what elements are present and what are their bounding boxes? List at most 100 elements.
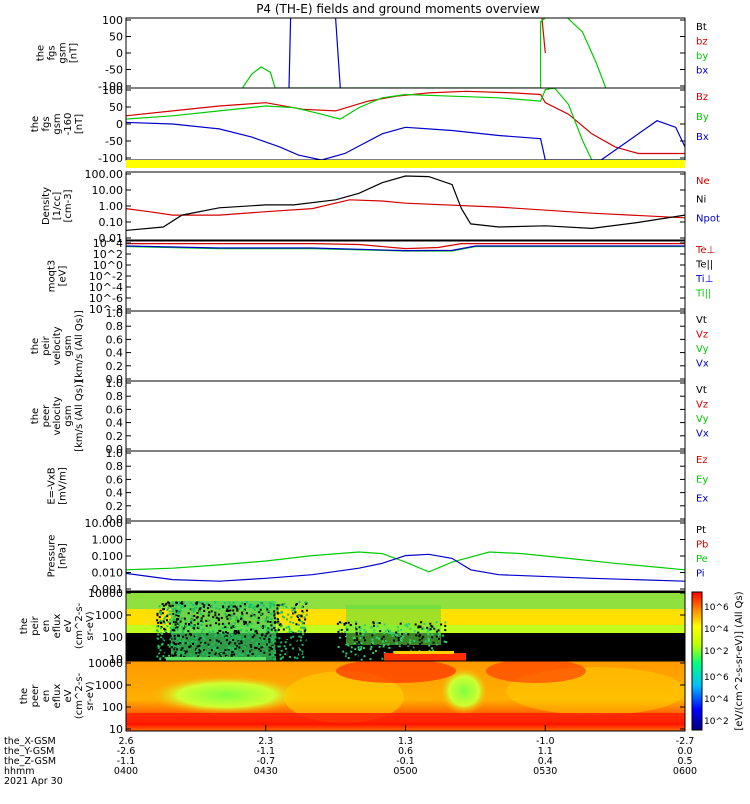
- spectrogram-speckle: [157, 635, 160, 638]
- spectrogram-speckle: [194, 641, 197, 644]
- y-tick-label: 0: [116, 47, 123, 60]
- spectrogram-speckle: [292, 612, 295, 615]
- spectrogram-speckle: [248, 650, 251, 653]
- spectrogram-speckle: [297, 647, 300, 650]
- spectrogram-speckle: [243, 623, 246, 626]
- legend-Ez: Ez: [696, 455, 708, 466]
- spectrogram-speckle: [241, 653, 244, 656]
- panel-frame: [125, 380, 686, 452]
- spectrogram-speckle: [269, 602, 272, 605]
- y-axis-label: [eV]: [58, 266, 69, 287]
- spectrogram-speckle: [383, 651, 386, 654]
- spectrogram-speckle: [208, 611, 211, 614]
- spectrogram-speckle: [357, 648, 360, 651]
- spectrogram-speckle: [165, 632, 168, 635]
- spectrogram-speckle: [221, 622, 224, 625]
- panel-fgs-sm: 100 50 0 -50 -100 the fgs gsm -160 [nT] Bz By Bx: [30, 84, 709, 165]
- spectrogram-speckle: [166, 608, 169, 611]
- spectrogram-speckle: [432, 649, 435, 652]
- spectrogram-speckle: [163, 622, 166, 625]
- x-tick-label: -0.1: [396, 756, 415, 767]
- spectrogram-speckle: [360, 650, 363, 653]
- spectrogram-speckle: [290, 636, 293, 639]
- spectrogram-speckle: [395, 642, 398, 645]
- spectrogram-speckle: [440, 623, 443, 626]
- spectrogram-speckle: [233, 653, 236, 656]
- spectrogram-speckle: [227, 642, 230, 645]
- series-Ne: [126, 199, 685, 219]
- y-tick-label: 1.000: [92, 534, 124, 547]
- spectrogram-speckle: [258, 648, 261, 651]
- spectrogram-speckle: [407, 633, 410, 636]
- spectrogram-speckle: [274, 632, 277, 635]
- spectrogram-speckle: [203, 604, 206, 607]
- spectrogram-speckle: [270, 618, 273, 621]
- spectrogram-blob: [439, 667, 489, 715]
- spectrogram-speckle: [200, 619, 203, 622]
- spectrogram-speckle: [266, 629, 269, 632]
- spectrogram-speckle: [445, 642, 448, 645]
- spectrogram-speckle: [353, 639, 356, 642]
- spectrogram-speckle: [212, 647, 215, 650]
- spectrogram-speckle: [293, 606, 296, 609]
- spectrogram-speckle: [296, 643, 299, 646]
- spectrogram-speckle: [231, 650, 234, 653]
- spectrogram-speckle: [175, 612, 178, 615]
- spectrogram-speckle: [302, 640, 305, 643]
- series-Ni: [126, 175, 685, 231]
- spectrogram-speckle: [167, 620, 170, 623]
- spectrogram-speckle: [340, 621, 343, 624]
- y-tick-label: 0.010: [92, 567, 124, 580]
- spectrogram-speckle: [304, 601, 307, 604]
- spectrogram-speckle: [273, 617, 276, 620]
- spectrogram-speckle: [296, 657, 299, 660]
- spectrogram-speckle: [172, 618, 175, 621]
- spectrogram-speckle: [346, 628, 349, 631]
- spectrogram-speckle: [352, 636, 355, 639]
- spectrogram-speckle: [382, 635, 385, 638]
- spectrogram-speckle: [303, 630, 306, 633]
- spectrogram-speckle: [199, 601, 202, 604]
- spectrogram-speckle: [276, 607, 279, 610]
- spectrogram-speckle: [279, 653, 282, 656]
- y-axis-label: velocity: [52, 326, 63, 365]
- spectrogram-speckle: [383, 632, 386, 635]
- spectrogram-speckle: [189, 633, 192, 636]
- spectrogram-speckle: [278, 645, 281, 648]
- legend-Vz: Vz: [696, 400, 708, 411]
- spectrogram-speckle: [356, 637, 359, 640]
- spectrogram-speckle: [227, 646, 230, 649]
- y-tick-label: 10^-6: [89, 292, 123, 305]
- y-tick-label: 10000: [88, 587, 123, 600]
- spectrogram-speckle: [274, 629, 277, 632]
- spectrogram-speckle: [252, 628, 255, 631]
- spectrogram-speckle: [268, 641, 271, 644]
- legend-Te⊥: Te⊥: [695, 245, 715, 256]
- spectrogram-speckle: [169, 629, 172, 632]
- spectrogram-speckle: [355, 631, 358, 634]
- spectrogram-speckle: [160, 638, 163, 641]
- spectrogram-speckle: [421, 637, 424, 640]
- spectrogram-speckle: [359, 637, 362, 640]
- spectrogram-speckle: [228, 635, 231, 638]
- spectrogram-speckle: [302, 633, 305, 636]
- spectrogram-speckle: [289, 620, 292, 623]
- spectrogram-speckle: [241, 613, 244, 616]
- spectrogram-speckle: [222, 631, 225, 634]
- spectrogram-speckle: [292, 632, 295, 635]
- spectrogram-speckle: [354, 644, 357, 647]
- spectrogram-speckle: [216, 646, 219, 649]
- y-axis-label: peer: [41, 404, 52, 428]
- spectrogram-speckle: [233, 631, 236, 634]
- spectrogram-speckle: [265, 632, 268, 635]
- spectrogram-speckle: [159, 613, 162, 616]
- spectrogram-speckle: [173, 619, 176, 622]
- y-tick-label: 100: [102, 14, 123, 27]
- spectrogram-speckle: [342, 646, 345, 649]
- spectrogram-speckle: [159, 657, 162, 660]
- spectrogram-speckle: [240, 629, 243, 632]
- y-tick-label: 0.2: [106, 500, 124, 513]
- spectrogram-speckle: [234, 633, 237, 636]
- spectrogram-speckle: [280, 635, 283, 638]
- y-axis-label: eflux: [52, 684, 63, 709]
